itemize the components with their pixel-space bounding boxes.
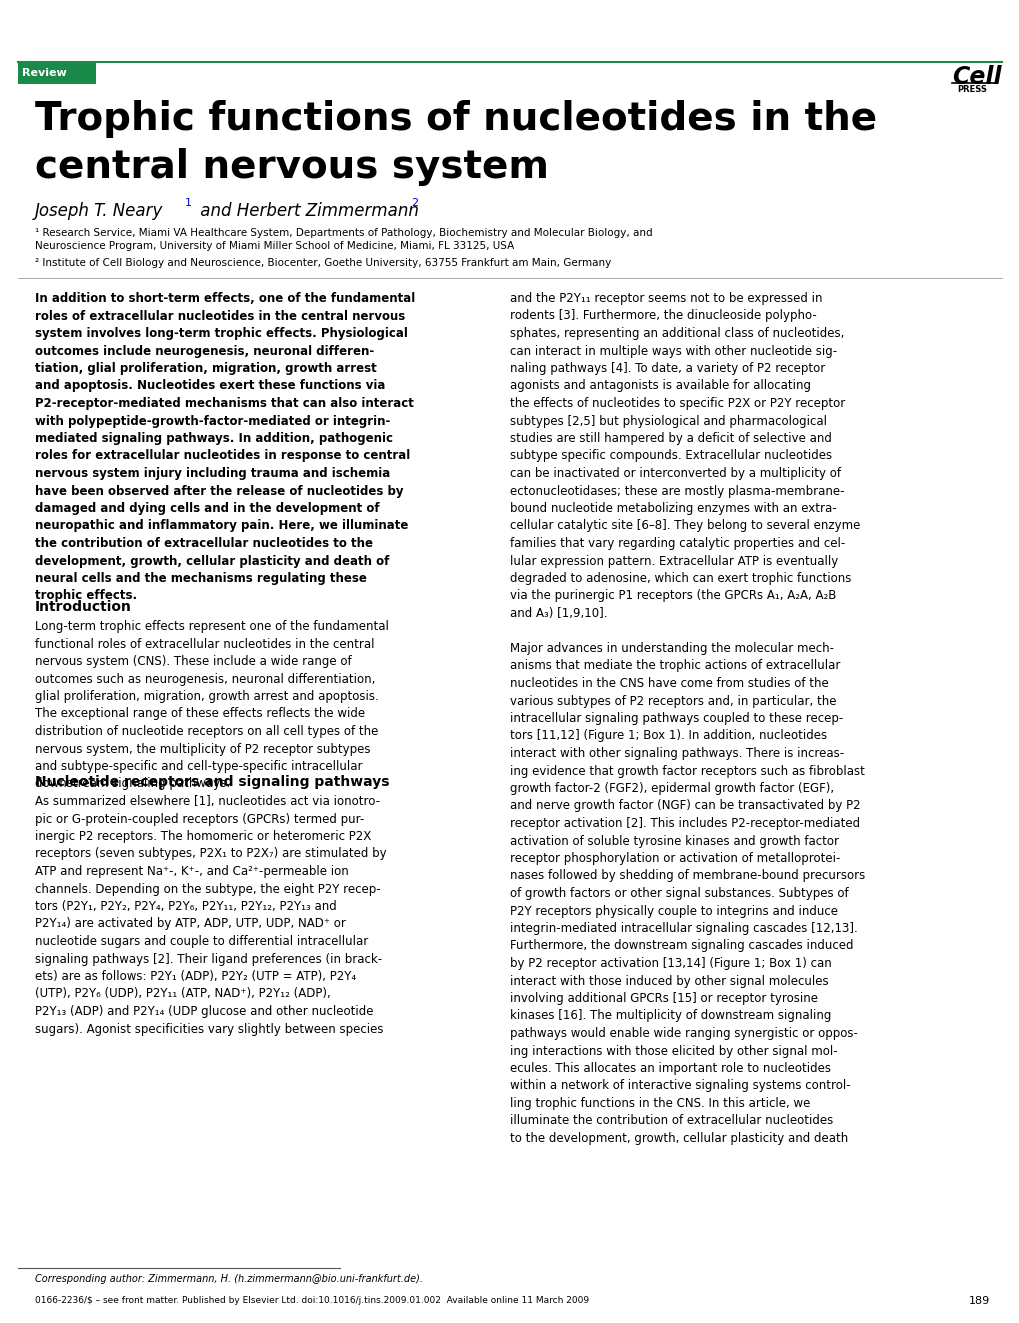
Text: In addition to short-term effects, one of the fundamental
roles of extracellular: In addition to short-term effects, one o… — [35, 292, 415, 602]
Text: Joseph T. Neary: Joseph T. Neary — [35, 202, 163, 220]
Text: Review: Review — [22, 67, 66, 78]
Text: PRESS: PRESS — [956, 85, 986, 94]
Text: Trophic functions of nucleotides in the: Trophic functions of nucleotides in the — [35, 101, 876, 138]
Text: 2: 2 — [411, 198, 418, 208]
Text: Cell: Cell — [951, 65, 1001, 89]
Text: 0166-2236/$ – see front matter. Published by Elsevier Ltd. doi:10.1016/j.tins.20: 0166-2236/$ – see front matter. Publishe… — [35, 1297, 589, 1304]
Text: 1: 1 — [184, 198, 192, 208]
Text: Nucleotide receptors and signaling pathways: Nucleotide receptors and signaling pathw… — [35, 775, 389, 789]
Text: Long-term trophic effects represent one of the fundamental
functional roles of e: Long-term trophic effects represent one … — [35, 620, 388, 791]
Text: ² Institute of Cell Biology and Neuroscience, Biocenter, Goethe University, 6375: ² Institute of Cell Biology and Neurosci… — [35, 258, 610, 269]
Text: 189: 189 — [968, 1297, 989, 1306]
Text: and Herbert Zimmermann: and Herbert Zimmermann — [195, 202, 419, 220]
Text: Introduction: Introduction — [35, 601, 131, 614]
Text: ¹ Research Service, Miami VA Healthcare System, Departments of Pathology, Bioche: ¹ Research Service, Miami VA Healthcare … — [35, 228, 652, 251]
Text: central nervous system: central nervous system — [35, 148, 548, 187]
FancyBboxPatch shape — [18, 62, 96, 83]
Text: Corresponding author: Zimmermann, H. (h.zimmermann@bio.uni-frankfurt.de).: Corresponding author: Zimmermann, H. (h.… — [35, 1274, 423, 1285]
Text: and the P2Y₁₁ receptor seems not to be expressed in
rodents [3]. Furthermore, th: and the P2Y₁₁ receptor seems not to be e… — [510, 292, 864, 1144]
Text: As summarized elsewhere [1], nucleotides act via ionotro-
pic or G-protein-coupl: As summarized elsewhere [1], nucleotides… — [35, 795, 386, 1036]
